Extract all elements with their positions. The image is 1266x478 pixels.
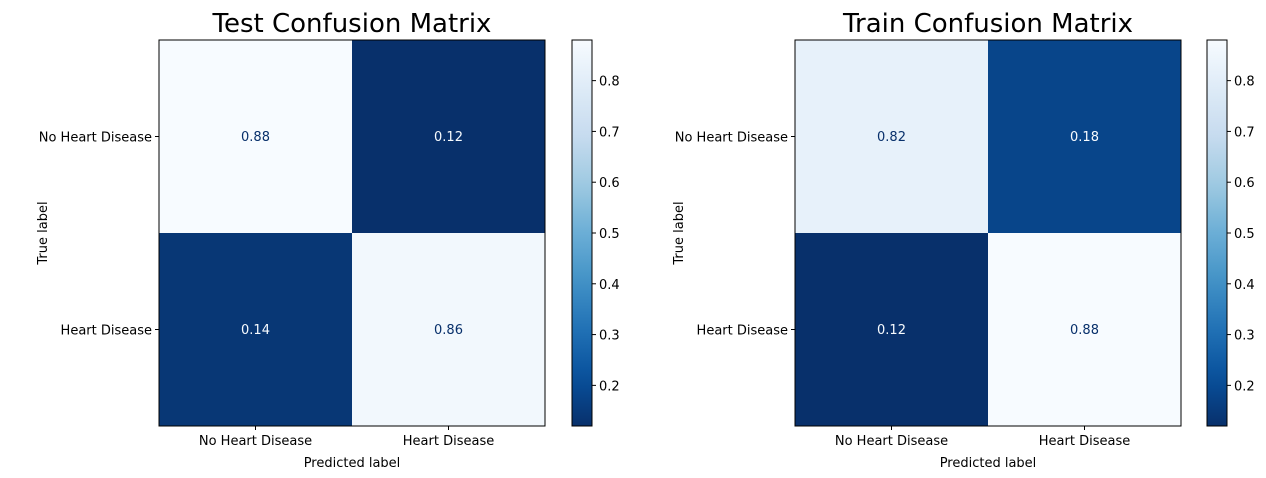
confusion-matrix-panel: Test Confusion Matrix 0.88 0.12 0.14 0.86 No … <box>36 9 620 471</box>
heatmap-cell <box>159 40 352 233</box>
cell-value-label: 0.12 <box>434 130 463 145</box>
cell-value-label: 0.88 <box>1070 323 1099 338</box>
colorbar-tick-label: 0.7 <box>1234 125 1255 140</box>
y-axis-label: True label <box>36 201 51 265</box>
y-tick-label: Heart Disease <box>697 324 788 339</box>
colorbar-tick-label: 0.3 <box>1234 329 1255 344</box>
colorbar-tick-label: 0.2 <box>1234 379 1255 394</box>
confusion-matrix-panel: Train Confusion Matrix 0.82 0.18 0.12 0.88 No… <box>672 9 1255 471</box>
plot-frame <box>158 39 546 427</box>
cell-value-label: 0.14 <box>241 323 270 338</box>
cell-value-label: 0.12 <box>877 323 906 338</box>
colorbar-tick-label: 0.4 <box>1234 278 1255 293</box>
x-axis-label: Predicted label <box>940 456 1037 471</box>
colorbar-tick-label: 0.4 <box>599 278 620 293</box>
y-tick-label: No Heart Disease <box>39 131 152 146</box>
colorbar-tick-label: 0.6 <box>1234 176 1255 191</box>
heatmap-cell <box>988 40 1181 233</box>
cell-value-label: 0.86 <box>434 323 463 338</box>
colorbar-tick-label: 0.8 <box>1234 75 1255 90</box>
x-tick-label: Heart Disease <box>403 434 494 449</box>
chart-title: Test Confusion Matrix <box>212 9 492 39</box>
colorbar-tick-label: 0.7 <box>599 125 620 140</box>
y-axis-label: True label <box>672 201 687 265</box>
heatmap-cell <box>352 40 545 233</box>
heatmap-cell <box>159 233 352 426</box>
heatmap-cell <box>988 233 1181 426</box>
heatmap-cell <box>352 233 545 426</box>
colorbar-tick-label: 0.2 <box>599 379 620 394</box>
x-tick-label: No Heart Disease <box>199 434 312 449</box>
heatmap-cell <box>795 233 988 426</box>
x-tick-label: No Heart Disease <box>835 434 948 449</box>
plot-frame <box>794 39 1182 427</box>
cell-value-label: 0.18 <box>1070 130 1099 145</box>
colorbar-tick-label: 0.6 <box>599 176 620 191</box>
colorbar <box>1206 39 1228 427</box>
cell-value-label: 0.88 <box>241 130 270 145</box>
x-axis-label: Predicted label <box>304 456 401 471</box>
y-tick-label: Heart Disease <box>61 324 152 339</box>
x-tick-label: Heart Disease <box>1039 434 1130 449</box>
y-tick-label: No Heart Disease <box>675 131 788 146</box>
colorbar-tick-label: 0.8 <box>599 75 620 90</box>
heatmap-cell <box>795 40 988 233</box>
colorbar <box>571 39 593 427</box>
cell-value-label: 0.82 <box>877 130 906 145</box>
colorbar-tick-label: 0.3 <box>599 329 620 344</box>
chart-title: Train Confusion Matrix <box>842 9 1133 39</box>
colorbar-tick-label: 0.5 <box>1234 227 1255 242</box>
colorbar-tick-label: 0.5 <box>599 227 620 242</box>
